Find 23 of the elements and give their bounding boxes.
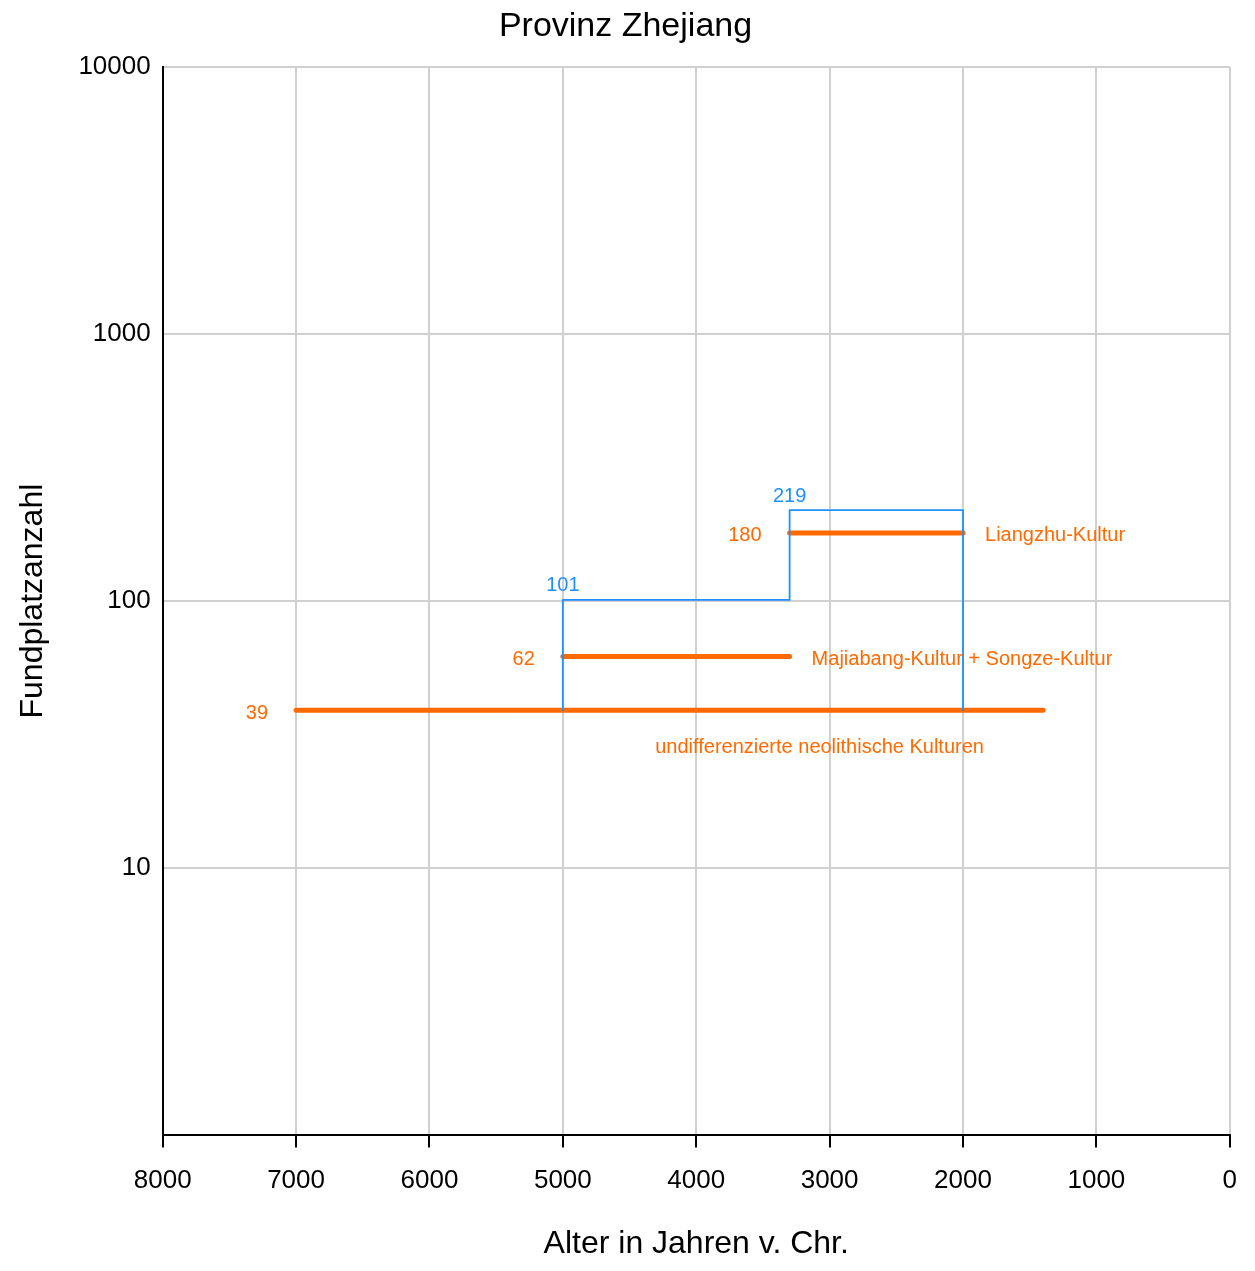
x-tick-label: 3000 — [800, 1164, 859, 1195]
x-tick-label: 7000 — [267, 1164, 326, 1195]
x-tick-label: 1000 — [1067, 1164, 1126, 1195]
data-label: 62 — [512, 647, 535, 670]
x-axis-title: Alter in Jahren v. Chr. — [543, 1223, 849, 1260]
y-tick-label: 100 — [107, 584, 151, 615]
series-label: undifferenzierte neolithische Kulturen — [655, 734, 984, 757]
data-label: 219 — [772, 483, 807, 506]
series-label: Liangzhu-Kultur — [985, 523, 1126, 546]
data-label: 101 — [546, 573, 580, 596]
y-tick-label: 10 — [121, 851, 151, 882]
data-label: 39 — [245, 700, 269, 723]
y-tick-label: 10000 — [78, 49, 151, 80]
x-tick-label: 0 — [1222, 1164, 1237, 1195]
x-tick-label: 5000 — [533, 1164, 592, 1195]
x-tick-label: 2000 — [934, 1164, 992, 1195]
chart-title: Provinz Zhejiang — [498, 4, 753, 43]
y-axis-title: Fundplatzanzahl — [13, 483, 50, 719]
data-label: 180 — [728, 523, 762, 546]
x-tick-label: 6000 — [400, 1164, 459, 1195]
x-tick-label: 4000 — [667, 1164, 726, 1195]
x-tick-label: 8000 — [133, 1164, 192, 1195]
y-tick-label: 1000 — [92, 317, 151, 348]
